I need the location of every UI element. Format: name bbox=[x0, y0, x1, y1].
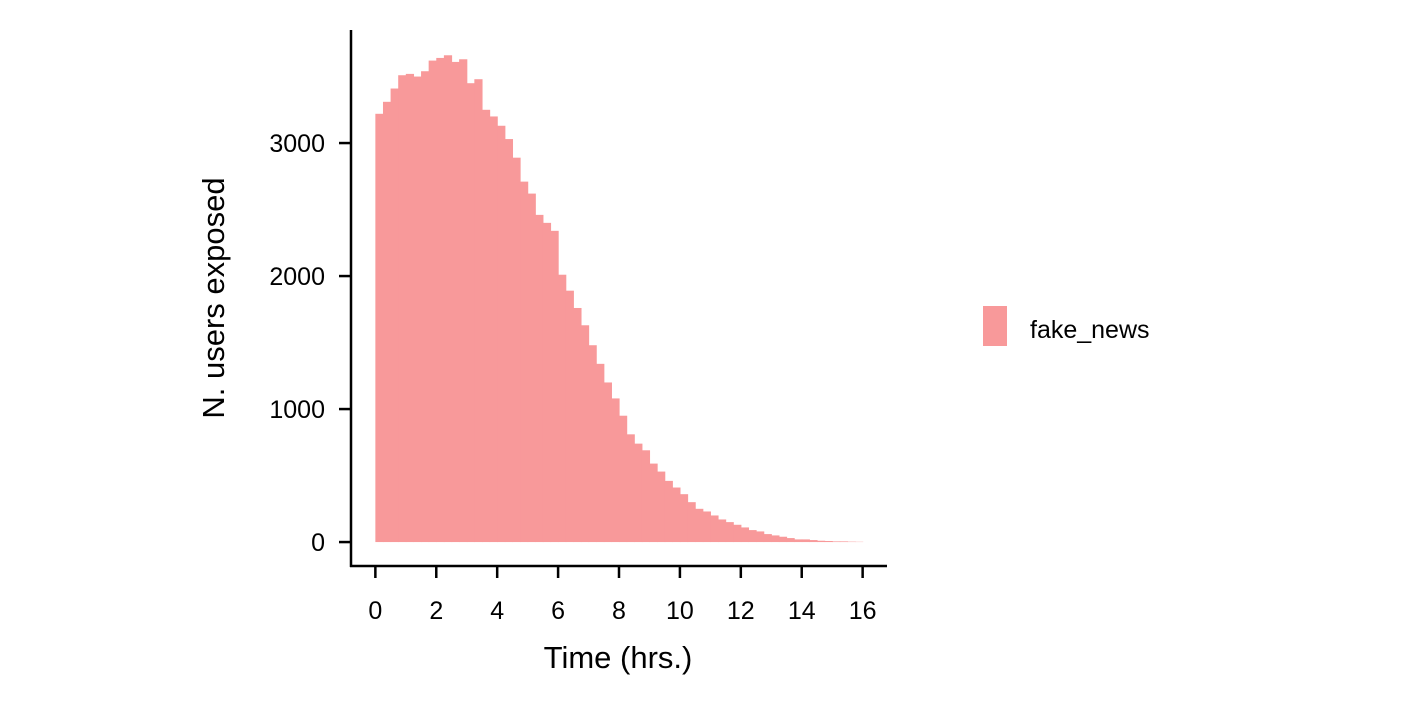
y-tick-label: 3000 bbox=[269, 130, 325, 158]
histogram-bar bbox=[832, 541, 841, 543]
histogram-bar bbox=[558, 274, 567, 543]
histogram-bar bbox=[428, 60, 437, 543]
legend: fake_news bbox=[983, 306, 1150, 346]
histogram-bar bbox=[474, 79, 483, 543]
x-tick-label: 8 bbox=[612, 597, 626, 625]
histogram-bar bbox=[641, 450, 651, 543]
histogram-bar bbox=[725, 522, 734, 543]
histogram-bar bbox=[679, 494, 689, 543]
histogram-bar bbox=[520, 181, 529, 543]
histogram-bar bbox=[466, 83, 475, 543]
histogram-bar bbox=[451, 61, 460, 543]
histogram-bar bbox=[603, 382, 612, 543]
histogram-bar bbox=[634, 443, 643, 543]
histogram-bar bbox=[405, 73, 415, 543]
histogram-bar bbox=[497, 125, 506, 543]
histogram-bar bbox=[542, 222, 552, 543]
histogram-bar bbox=[748, 530, 757, 543]
x-tick-label: 12 bbox=[727, 597, 755, 625]
histogram-bar bbox=[626, 434, 635, 543]
legend-label-fake-news: fake_news bbox=[1030, 316, 1150, 344]
histogram-bar bbox=[763, 534, 772, 543]
histogram-bar bbox=[824, 541, 833, 543]
histogram-bar bbox=[740, 527, 750, 543]
histogram-bar bbox=[702, 511, 711, 543]
histogram-bar bbox=[596, 363, 605, 543]
histogram-bar bbox=[535, 214, 544, 543]
histogram-bar bbox=[512, 157, 521, 543]
histogram-bar bbox=[649, 463, 658, 543]
x-tick-label: 2 bbox=[429, 597, 443, 625]
histogram-bar bbox=[695, 508, 704, 543]
histogram-bar bbox=[717, 519, 727, 543]
histogram-bar bbox=[398, 75, 407, 543]
x-tick-label: 10 bbox=[666, 597, 694, 625]
histogram-bar bbox=[504, 139, 514, 543]
histogram-bar bbox=[413, 76, 422, 543]
histogram-bar bbox=[489, 116, 498, 543]
x-axis-ticks: 0 2 4 6 8 10 12 14 16 bbox=[368, 566, 877, 625]
y-axis-ticks: 0 1000 2000 3000 bbox=[269, 130, 351, 557]
histogram-bar bbox=[778, 536, 788, 543]
y-tick-label: 2000 bbox=[269, 263, 325, 291]
histogram-bar bbox=[771, 535, 780, 543]
histogram-bar bbox=[390, 88, 399, 543]
histogram-bar bbox=[588, 345, 597, 543]
histogram-bar bbox=[619, 415, 628, 543]
histogram-bar bbox=[527, 193, 536, 543]
histogram-bar bbox=[382, 101, 392, 543]
histogram-bar bbox=[786, 538, 795, 543]
x-tick-label: 16 bbox=[849, 597, 877, 625]
histogram-bar bbox=[756, 531, 765, 543]
histogram-bar bbox=[459, 59, 468, 543]
histogram-bar bbox=[580, 325, 590, 543]
histogram-bar bbox=[839, 541, 849, 543]
y-tick-label: 0 bbox=[311, 529, 325, 557]
x-tick-label: 4 bbox=[490, 597, 504, 625]
histogram-bar bbox=[481, 109, 491, 543]
histogram-bar bbox=[672, 487, 681, 543]
histogram-bar bbox=[443, 55, 453, 543]
histogram-bar bbox=[710, 515, 719, 543]
histogram-bars bbox=[375, 55, 864, 543]
x-axis-title: Time (hrs.) bbox=[544, 640, 693, 675]
histogram-bar bbox=[809, 540, 818, 543]
x-tick-label: 0 bbox=[368, 597, 382, 625]
histogram-bar bbox=[816, 540, 826, 543]
histogram-bar bbox=[550, 230, 559, 543]
histogram-bar bbox=[436, 57, 445, 543]
histogram-bar bbox=[801, 539, 810, 543]
histogram-bar bbox=[664, 480, 673, 543]
histogram-bar bbox=[611, 398, 620, 543]
histogram-bar bbox=[375, 113, 384, 543]
y-axis-title: N. users exposed bbox=[196, 177, 231, 418]
histogram-bar bbox=[421, 71, 430, 543]
y-tick-label: 1000 bbox=[269, 396, 325, 424]
x-tick-label: 6 bbox=[551, 597, 565, 625]
histogram-bar bbox=[657, 471, 666, 543]
histogram-bar bbox=[794, 539, 803, 543]
histogram-bar bbox=[573, 307, 582, 543]
legend-swatch-fake-news bbox=[983, 306, 1007, 346]
histogram-bar bbox=[565, 290, 574, 543]
x-tick-label: 14 bbox=[788, 597, 816, 625]
histogram-bar bbox=[687, 502, 696, 543]
histogram-bar bbox=[733, 524, 742, 543]
